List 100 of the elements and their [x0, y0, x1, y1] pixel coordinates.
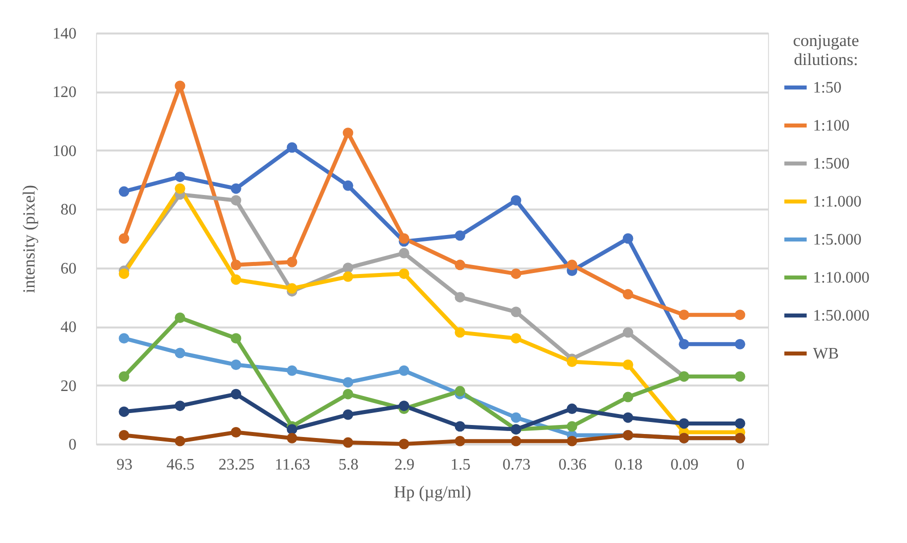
y-axis-title: intensity (pixel)	[20, 184, 38, 294]
point	[454, 292, 466, 302]
x-tick-label: 0.73	[502, 456, 530, 474]
y-tick-label: 140	[52, 26, 76, 42]
point	[398, 268, 410, 279]
point	[286, 283, 298, 294]
point	[118, 430, 130, 440]
point	[454, 436, 466, 446]
point	[174, 80, 186, 92]
legend-label: 1:1.000	[813, 194, 862, 210]
point	[454, 260, 466, 270]
point	[230, 195, 242, 206]
x-tick-label: 93	[116, 456, 132, 474]
point	[510, 333, 522, 344]
point	[622, 412, 634, 423]
point	[118, 371, 130, 382]
point	[230, 260, 242, 270]
point	[734, 310, 746, 320]
legend-title: conjugate dilutions:	[792, 31, 860, 69]
point	[622, 327, 634, 338]
x-axis-title: Hp (µg/ml)	[394, 482, 472, 502]
point	[286, 432, 298, 444]
point	[454, 327, 466, 338]
point	[398, 365, 410, 376]
x-tick-label: 0.36	[558, 456, 586, 474]
x-tick-label: 0.09	[670, 456, 698, 474]
point	[286, 424, 298, 435]
point	[566, 356, 578, 368]
point	[342, 128, 354, 138]
x-tick-label: 23.25	[218, 456, 254, 474]
point	[510, 306, 522, 318]
y-tick-label: 80	[60, 202, 76, 219]
point	[174, 312, 186, 323]
point	[510, 412, 522, 423]
legend-label: 1:100	[813, 118, 850, 134]
point	[678, 310, 690, 320]
point	[566, 436, 578, 446]
point	[118, 406, 130, 417]
point	[678, 418, 690, 429]
point	[230, 388, 242, 400]
point	[342, 271, 354, 282]
legend-label: WB	[813, 346, 839, 362]
point	[398, 400, 410, 412]
x-tick-label: 2.9	[394, 456, 414, 474]
point	[510, 436, 522, 446]
point	[342, 262, 354, 274]
point	[454, 421, 466, 432]
point	[174, 348, 186, 358]
point	[566, 421, 578, 432]
legend-label: 1:50	[813, 80, 842, 96]
y-tick-label: 60	[60, 260, 76, 278]
point	[230, 333, 242, 344]
y-tick-label: 40	[60, 319, 76, 336]
point	[230, 427, 242, 438]
y-tick-label: 0	[68, 436, 76, 454]
point	[454, 386, 466, 396]
point	[734, 338, 746, 350]
legend-label: 1:50.000	[813, 308, 870, 324]
point	[510, 195, 522, 206]
point	[454, 230, 466, 241]
point	[622, 392, 634, 402]
point	[342, 409, 354, 420]
point	[678, 338, 690, 350]
point	[118, 233, 130, 244]
point	[118, 186, 130, 197]
point	[734, 418, 746, 429]
point	[622, 289, 634, 300]
x-tick-label: 5.8	[338, 456, 358, 474]
point	[174, 400, 186, 412]
point	[398, 233, 410, 244]
point	[622, 360, 634, 370]
x-tick-label: 1.5	[450, 456, 470, 474]
point	[342, 180, 354, 191]
point	[342, 388, 354, 400]
point	[230, 183, 242, 194]
point	[230, 274, 242, 285]
legend-label: 1:10.000	[813, 270, 870, 286]
y-tick-label: 20	[60, 378, 76, 395]
y-tick-label: 120	[52, 84, 76, 102]
point	[174, 172, 186, 182]
point	[734, 371, 746, 382]
point	[174, 436, 186, 446]
point	[286, 365, 298, 376]
point	[398, 438, 410, 450]
point	[118, 268, 130, 279]
legend-label: 1:5.000	[813, 232, 862, 248]
point	[118, 333, 130, 344]
point	[230, 360, 242, 370]
point	[342, 377, 354, 388]
point	[174, 183, 186, 194]
point	[286, 256, 298, 268]
x-tick-label: 0.18	[614, 456, 642, 474]
x-tick-label: 11.63	[274, 456, 310, 474]
legend-label: 1:500	[813, 156, 850, 172]
x-tick-label: 0	[736, 456, 744, 474]
point	[286, 142, 298, 153]
point	[398, 248, 410, 258]
point	[510, 268, 522, 279]
point	[566, 404, 578, 414]
point	[622, 233, 634, 244]
